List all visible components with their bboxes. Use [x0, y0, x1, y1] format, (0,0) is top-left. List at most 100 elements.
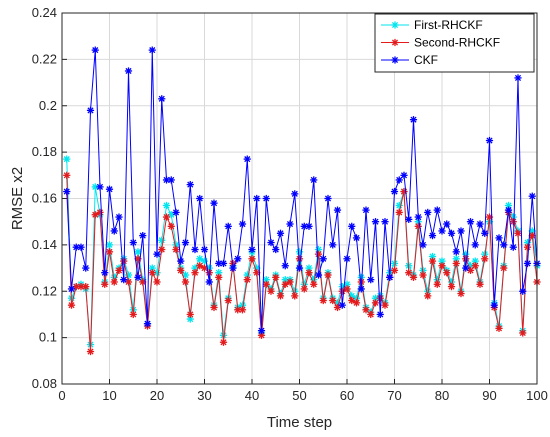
data-point: [129, 310, 137, 319]
series-second-rhckf: [63, 171, 541, 356]
data-point: [390, 187, 399, 196]
data-point: [310, 276, 318, 284]
data-point: [438, 227, 446, 235]
data-point: [219, 259, 228, 268]
data-point: [438, 262, 446, 270]
data-point: [471, 262, 479, 270]
data-point: [400, 171, 408, 179]
data-point: [63, 155, 71, 163]
data-point: [276, 292, 285, 300]
data-point: [67, 285, 76, 293]
data-point: [257, 327, 266, 335]
data-point: [172, 208, 180, 217]
y-axis-label: RMSE x2: [9, 167, 26, 230]
data-point: [205, 278, 213, 286]
data-point: [424, 292, 432, 300]
data-point: [215, 259, 223, 268]
data-point: [514, 229, 522, 237]
data-point: [210, 303, 218, 312]
data-point: [452, 259, 460, 268]
data-point: [77, 283, 85, 291]
data-point: [82, 283, 90, 291]
y-tick-label: 0.24: [32, 5, 57, 20]
data-point: [253, 194, 261, 203]
data-point: [481, 255, 489, 263]
data-point: [181, 278, 190, 286]
data-point: [295, 264, 304, 272]
data-point: [419, 271, 427, 279]
data-point: [120, 276, 128, 284]
legend-label: CKF: [414, 53, 438, 67]
data-point: [528, 192, 536, 200]
data-point: [148, 269, 156, 277]
legend-item: First-RHCKF: [381, 18, 483, 32]
data-point: [481, 229, 489, 237]
data-point: [243, 276, 251, 284]
data-point: [362, 306, 370, 314]
data-point: [229, 264, 237, 272]
data-point: [291, 190, 299, 198]
data-point: [286, 220, 294, 228]
y-tick-label: 0.18: [32, 144, 57, 159]
data-point: [172, 245, 180, 254]
data-point: [139, 232, 147, 240]
x-tick-label: 100: [526, 388, 548, 403]
legend-marker: [391, 21, 399, 29]
x-tick-label: 30: [197, 388, 211, 403]
legend-item: CKF: [381, 53, 438, 67]
data-point: [447, 283, 456, 291]
data-point: [509, 243, 517, 251]
data-point: [343, 255, 351, 263]
data-point: [495, 234, 503, 242]
x-tick-label: 40: [245, 388, 259, 403]
data-point: [362, 206, 370, 214]
data-point: [238, 306, 247, 314]
data-point: [300, 285, 308, 293]
data-point: [91, 183, 99, 191]
data-point: [447, 229, 456, 237]
data-point: [77, 243, 85, 251]
legend: First-RHCKF Second-RHCKF CKF: [374, 13, 535, 73]
x-tick-label: 80: [435, 388, 449, 403]
data-point: [452, 248, 460, 256]
data-point: [324, 271, 332, 279]
data-point: [452, 255, 460, 263]
data-point: [319, 296, 327, 305]
data-point: [82, 264, 90, 272]
data-point: [500, 264, 508, 272]
data-point: [91, 46, 99, 54]
data-point: [504, 206, 513, 214]
data-point: [352, 299, 361, 307]
data-point: [405, 269, 413, 277]
y-tick-label: 0.22: [32, 51, 57, 66]
data-point: [105, 248, 114, 256]
data-point: [267, 238, 275, 247]
data-point: [462, 264, 470, 272]
data-point: [476, 220, 484, 228]
data-point: [96, 183, 104, 191]
x-tick-label: 10: [102, 388, 116, 403]
data-point: [405, 215, 413, 223]
data-point: [167, 222, 175, 230]
x-axis-label: Time step: [267, 414, 332, 431]
data-point: [186, 310, 194, 319]
data-point: [428, 232, 437, 240]
data-point: [262, 280, 270, 288]
data-point: [63, 187, 71, 196]
data-point: [101, 269, 109, 277]
data-point: [390, 266, 399, 274]
data-point: [291, 292, 299, 300]
legend-marker: [391, 38, 399, 47]
series-ckf: [63, 46, 541, 335]
data-point: [500, 241, 508, 249]
data-point: [471, 241, 479, 249]
y-tick-label: 0.16: [32, 191, 57, 206]
data-point: [395, 176, 403, 184]
data-point: [272, 273, 280, 281]
data-point: [333, 206, 342, 214]
data-point: [310, 280, 318, 288]
data-point: [314, 271, 323, 279]
series-line: [66, 50, 538, 331]
data-point: [409, 273, 418, 281]
